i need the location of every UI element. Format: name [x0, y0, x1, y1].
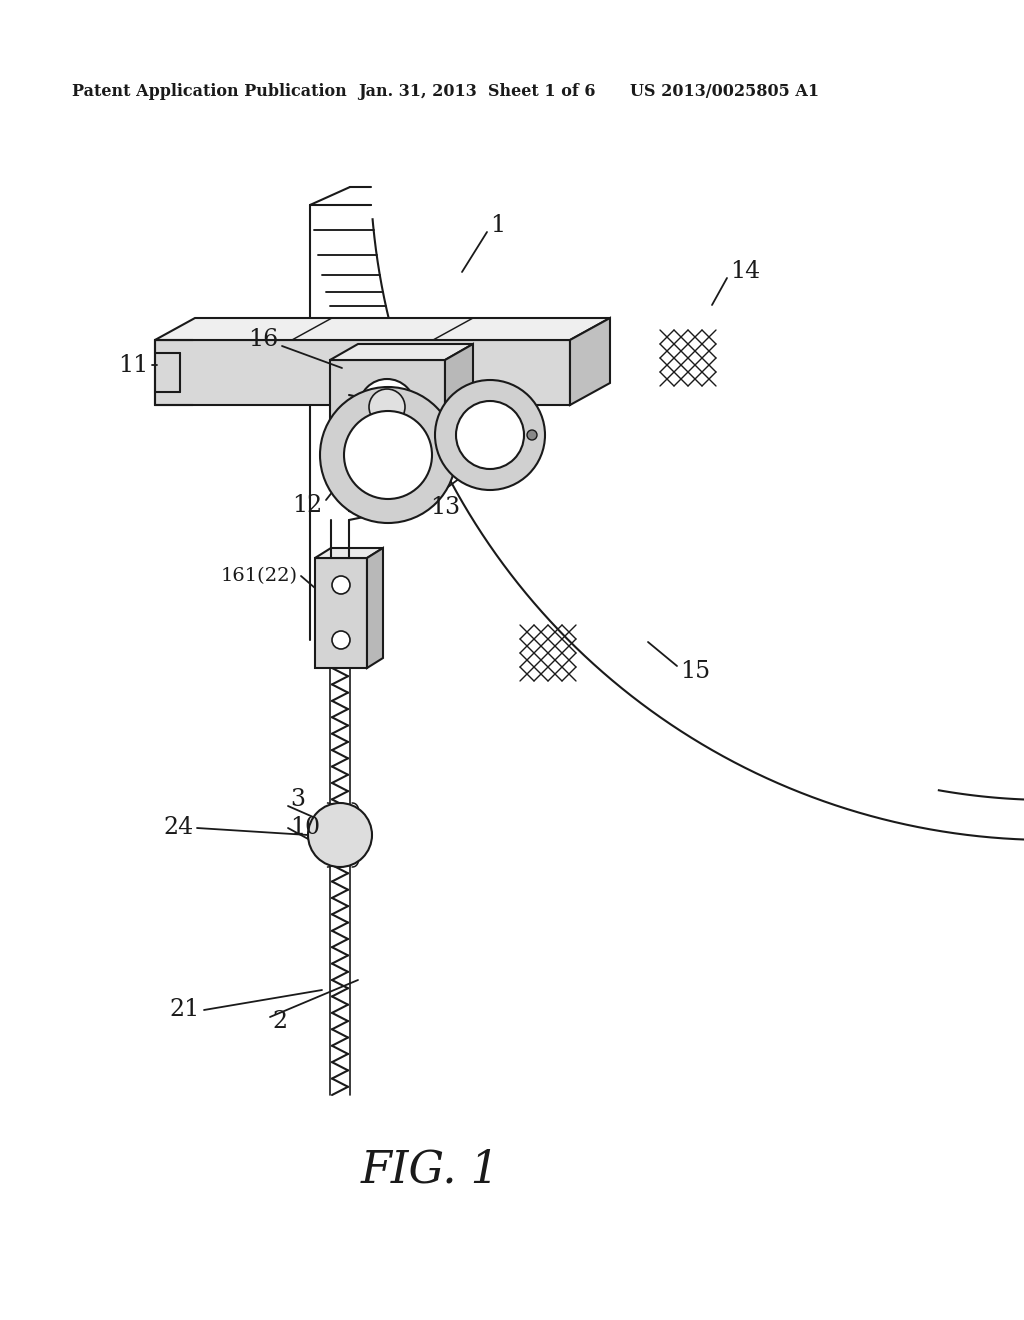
Polygon shape: [330, 345, 473, 360]
Circle shape: [369, 389, 406, 425]
Text: 161(22): 161(22): [221, 568, 298, 585]
Text: 11: 11: [118, 354, 148, 376]
Polygon shape: [315, 558, 367, 668]
Circle shape: [359, 379, 415, 436]
Text: 21: 21: [170, 998, 200, 1022]
Polygon shape: [315, 548, 383, 558]
Text: 12: 12: [292, 494, 322, 516]
Circle shape: [319, 387, 456, 523]
Text: 1: 1: [490, 214, 505, 236]
Text: 2: 2: [272, 1011, 287, 1034]
Circle shape: [527, 430, 537, 440]
Polygon shape: [445, 345, 473, 455]
Text: Jan. 31, 2013  Sheet 1 of 6: Jan. 31, 2013 Sheet 1 of 6: [358, 83, 596, 100]
Text: 24: 24: [164, 817, 194, 840]
Text: Patent Application Publication: Patent Application Publication: [72, 83, 347, 100]
Text: 10: 10: [290, 817, 321, 840]
Text: 16: 16: [248, 329, 278, 351]
Polygon shape: [570, 318, 610, 405]
Polygon shape: [155, 341, 570, 405]
Polygon shape: [330, 360, 445, 455]
Polygon shape: [155, 318, 610, 341]
Circle shape: [332, 631, 350, 649]
Circle shape: [332, 576, 350, 594]
Text: 13: 13: [430, 496, 460, 520]
Text: FIG. 1: FIG. 1: [360, 1148, 500, 1192]
Polygon shape: [367, 548, 383, 668]
Circle shape: [456, 401, 524, 469]
Circle shape: [308, 803, 372, 867]
Text: 14: 14: [730, 260, 760, 284]
Text: 15: 15: [680, 660, 710, 684]
Text: US 2013/0025805 A1: US 2013/0025805 A1: [630, 83, 819, 100]
Text: 3: 3: [290, 788, 305, 812]
Circle shape: [435, 380, 545, 490]
Circle shape: [344, 411, 432, 499]
